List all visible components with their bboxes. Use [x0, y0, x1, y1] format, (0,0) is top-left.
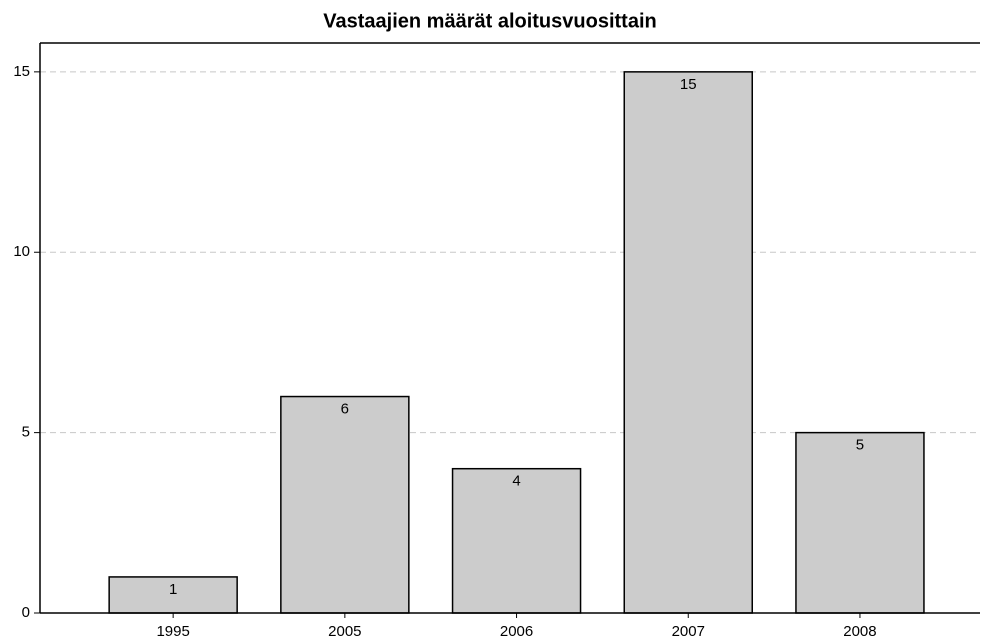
- x-tick-label: 1995: [156, 623, 189, 639]
- x-tick-label: 2005: [328, 623, 361, 639]
- value-label: 4: [512, 473, 520, 490]
- y-tick-label: 0: [22, 604, 30, 621]
- y-tick-label: 15: [13, 63, 30, 80]
- bar: [451, 467, 582, 614]
- bar: [795, 431, 925, 614]
- y-tick-label: 10: [13, 243, 30, 260]
- value-label: 6: [341, 401, 349, 418]
- chart-title: Vastaajien määrät aloitusvuosittain: [323, 10, 656, 32]
- bar: [280, 395, 410, 614]
- x-tick-label: 2008: [843, 623, 876, 639]
- y-tick-label: 5: [22, 424, 30, 441]
- x-tick-label: 2007: [672, 623, 705, 639]
- value-label: 15: [680, 76, 697, 93]
- bar: [623, 71, 753, 614]
- x-tick-label: 2006: [500, 623, 533, 639]
- value-label: 1: [169, 581, 177, 598]
- value-label: 5: [856, 437, 864, 454]
